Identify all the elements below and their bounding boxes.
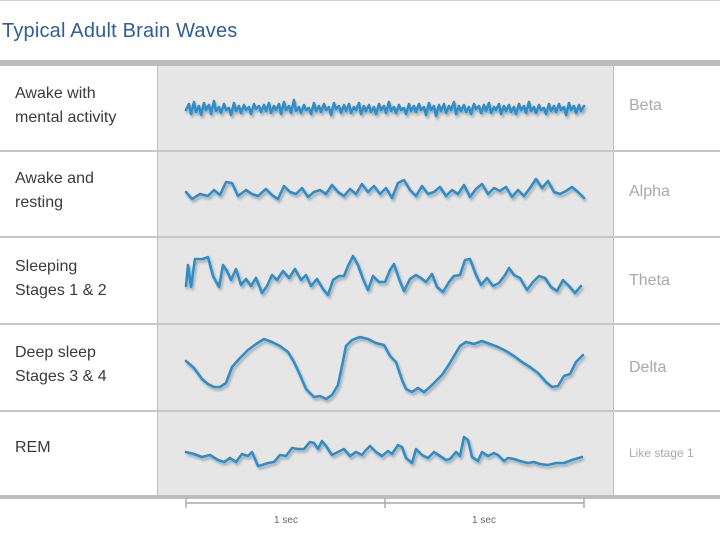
brain-wave-table: Awake with mental activity Beta Awake an… xyxy=(0,66,720,495)
title-bar: Typical Adult Brain Waves xyxy=(0,0,720,61)
row-label-line-2: resting xyxy=(15,194,64,211)
row-label-alpha: Awake and resting xyxy=(15,167,155,215)
row-label-beta: Awake with mental activity xyxy=(15,82,155,130)
wave-beta xyxy=(184,98,586,118)
row-label-line-2: Stages 1 & 2 xyxy=(15,282,107,299)
row-label-theta: Sleeping Stages 1 & 2 xyxy=(15,255,155,303)
row-label-delta: Deep sleep Stages 3 & 4 xyxy=(15,341,155,389)
bottom-rule xyxy=(0,495,720,499)
diagram-title: Typical Adult Brain Waves xyxy=(2,20,238,42)
waveforms xyxy=(184,98,586,468)
row-label-line-1: Awake and xyxy=(15,170,94,187)
wave-theta xyxy=(184,254,583,297)
row-divider xyxy=(0,323,720,325)
row-label-line-2: Stages 3 & 4 xyxy=(15,368,107,385)
wave-alpha xyxy=(184,177,586,201)
row-divider xyxy=(0,150,720,152)
wave-name-alpha: Alpha xyxy=(629,183,670,200)
time-scale xyxy=(185,498,585,508)
wave-delta xyxy=(184,335,585,401)
top-rule xyxy=(0,60,720,66)
wave-rem xyxy=(184,435,584,468)
row-label-line-1: Deep sleep xyxy=(15,344,96,361)
row-divider xyxy=(0,236,720,238)
row-label-line-1: REM xyxy=(15,439,51,456)
row-label-line-2: mental activity xyxy=(15,109,117,126)
row-label-line-1: Awake with xyxy=(15,85,96,102)
scale-label-2: 1 sec xyxy=(472,515,496,526)
row-label-line-1: Sleeping xyxy=(15,258,78,275)
wave-name-theta: Theta xyxy=(629,272,670,289)
wave-name-delta: Delta xyxy=(629,359,667,376)
scale-label-1: 1 sec xyxy=(274,515,298,526)
row-label-rem: REM xyxy=(15,436,155,460)
row-divider xyxy=(0,410,720,412)
wave-name-beta: Beta xyxy=(629,97,662,114)
wave-name-rem: Like stage 1 xyxy=(629,446,694,460)
